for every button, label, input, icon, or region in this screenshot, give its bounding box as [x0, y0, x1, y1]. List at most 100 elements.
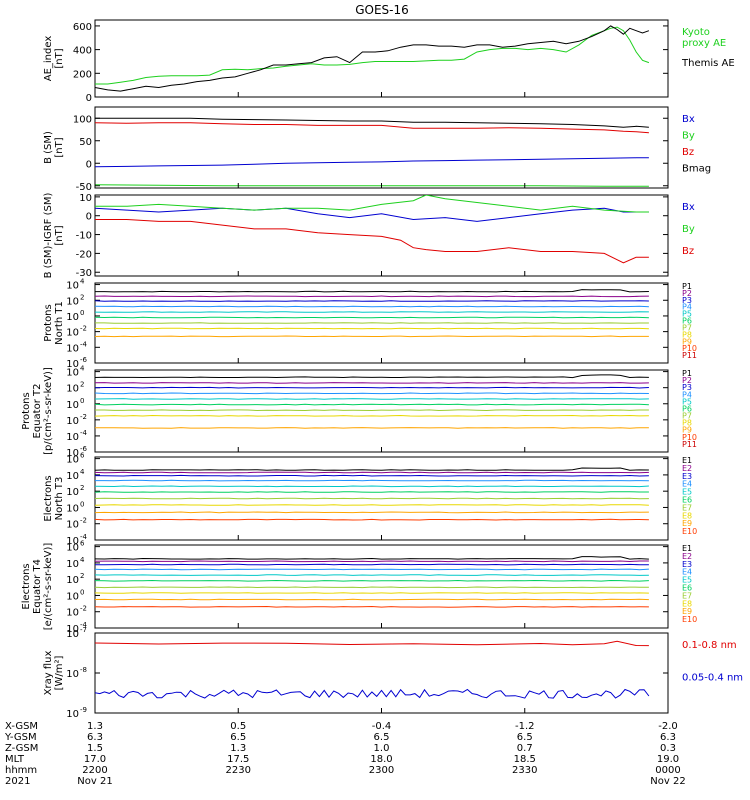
channel-label: P10 [682, 433, 697, 442]
y-tick-label: -20 [76, 249, 92, 260]
y-tick-label-exp: -8 [80, 666, 87, 674]
y-tick-label: -10 [76, 231, 92, 242]
x-row-value: -2.0 [658, 721, 678, 732]
y-tick-label: 10 [66, 312, 79, 323]
legend-entry-line: By [682, 224, 695, 235]
x-row-value: 1.0 [374, 743, 390, 754]
y-tick-label-exp: -9 [80, 706, 87, 714]
legend-entry-line: Bx [682, 114, 695, 125]
y-axis-label: ProtonsEquator T2[p/(cm²-s-sr-keV)] [21, 367, 54, 455]
panel-data [95, 556, 649, 608]
series-line-0.1-0.8-nm [95, 640, 649, 647]
channel-label: P7 [682, 412, 692, 421]
channel-label: P4 [682, 390, 692, 399]
y-tick-label: 600 [73, 22, 92, 33]
channel-line-E4 [95, 568, 649, 571]
channel-line-P7 [95, 409, 649, 412]
channel-label: P5 [682, 397, 692, 406]
y-tick-label: 10 [66, 503, 79, 514]
x-row-value: 18.0 [370, 754, 392, 765]
channel-label: P1 [682, 369, 692, 378]
channel-label: P11 [682, 440, 697, 449]
y-tick-label: 200 [73, 69, 92, 80]
channel-line-P4 [95, 392, 649, 395]
channel-label: E4 [682, 480, 692, 489]
panel-data [95, 374, 649, 429]
y-tick-label: 100 [73, 114, 92, 125]
channel-label: P1 [682, 282, 692, 291]
y-tick-label-exp: -6 [80, 445, 88, 453]
series-line-Bz [95, 219, 649, 264]
x-row-value: 2230 [226, 765, 251, 776]
y-tick-label: 10 [66, 709, 79, 720]
series-line-Bx [95, 207, 649, 222]
y-tick-label: 10 [66, 629, 79, 640]
channel-line-E1 [95, 556, 649, 560]
y-tick-label-exp: 2 [80, 381, 84, 389]
x-row-label: Z-GSM [5, 743, 38, 754]
y-tick-label: 10 [66, 543, 79, 554]
channel-line-P5 [95, 398, 649, 400]
x-row-value: 2330 [512, 765, 537, 776]
legend-entry: Bz [682, 246, 694, 257]
legend-entry: Bz [682, 147, 694, 158]
panel-frame [94, 106, 669, 189]
channel-label: E1 [682, 544, 692, 553]
y-tick-label-exp: -2 [80, 605, 87, 613]
y-tick-label: 10 [66, 368, 79, 379]
x-row-value: 6.5 [374, 732, 390, 743]
y-tick-label: 10 [66, 669, 79, 680]
series-line-Kyoto-proxy-AE [95, 26, 650, 85]
legend-entry: By [682, 224, 695, 235]
channel-line-E5 [95, 485, 649, 488]
legend-entry-line: proxy AE [682, 38, 726, 49]
y-tick-label: 10 [66, 281, 79, 292]
channel-label: E7 [682, 591, 692, 600]
channel-line-E8 [95, 504, 649, 506]
x-row-value: -0.4 [372, 721, 392, 732]
y-tick-label: -30 [76, 268, 92, 279]
channel-label: E5 [682, 488, 692, 497]
x-row-value: 17.5 [227, 754, 249, 765]
y-tick-label-exp: -4 [80, 429, 88, 437]
channel-line-P8 [95, 327, 649, 330]
y-tick-label-exp: -7 [80, 626, 87, 634]
legend-entry-line: 0.05-0.4 nm [682, 673, 743, 684]
panel-data [95, 25, 650, 92]
y-tick-label: 10 [66, 591, 79, 602]
channel-line-E6 [95, 579, 649, 582]
series-line-Bmag [95, 117, 649, 128]
series-line-Bz [95, 122, 649, 134]
x-row-value: 0.7 [517, 743, 533, 754]
x-row-value: 6.3 [660, 732, 676, 743]
y-axis-label-line: Xray flux [43, 651, 54, 696]
y-tick-label-exp: 2 [80, 484, 84, 492]
y-tick-label: 10 [66, 536, 79, 547]
channel-label: P9 [682, 426, 692, 435]
series-line-By [95, 184, 649, 187]
channel-line-P7 [95, 322, 649, 324]
legend-entry-line: 0.1-0.8 nm [682, 640, 737, 651]
panel-bigrf: -30 -20 -10 0 10 B (SM)-IGRF (SM)[nT] Bx By Bz [43, 193, 695, 280]
channel-label: E8 [682, 599, 692, 608]
x-row-value: 0.5 [230, 721, 246, 732]
y-tick-label: 0 [86, 212, 92, 223]
legend: Bx By Bz Bmag [682, 114, 711, 175]
y-tick-label: 10 [66, 328, 79, 339]
y-tick-label-exp: -2 [80, 413, 87, 421]
legend-entry-line: Bz [682, 246, 694, 257]
panel-data [95, 640, 650, 699]
y-axis-label-line: [W/m²] [54, 655, 65, 690]
channel-line-E4 [95, 479, 649, 482]
y-axis-label-line: B (SM) [43, 131, 54, 164]
series-line-0.05-0.4-nm [95, 688, 650, 699]
channel-line-E10 [95, 518, 649, 521]
plot-title: GOES-16 [355, 3, 409, 17]
y-tick-label-exp: -4 [80, 621, 88, 629]
channel-label: E10 [682, 615, 697, 624]
